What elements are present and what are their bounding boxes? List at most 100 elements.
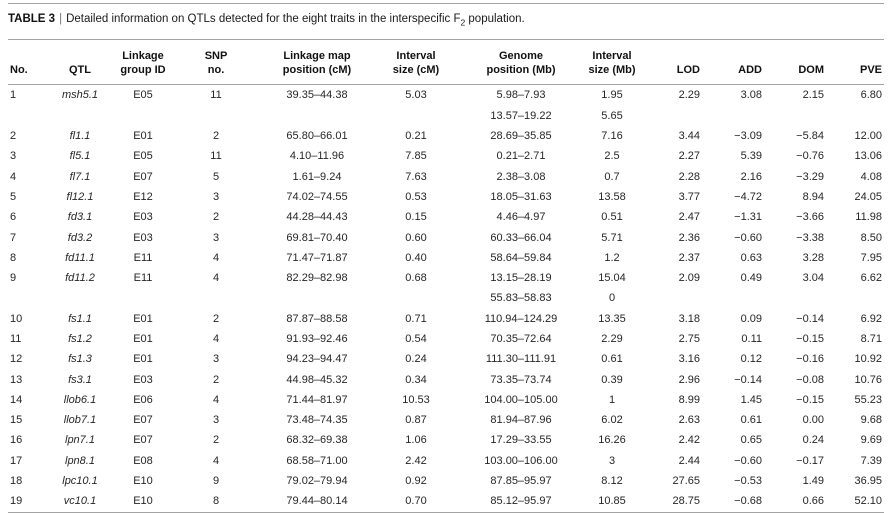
table-row: 17 lpn8.1 E08 4 68.58–71.00 2.42 103.00–… bbox=[8, 451, 884, 471]
cell-snp-no: 3 bbox=[212, 353, 220, 366]
cell-linkage-group: E07 bbox=[133, 434, 153, 447]
cell-linkage-group: E03 bbox=[133, 211, 153, 224]
cell-no: 8 bbox=[10, 251, 17, 264]
cell-genome-position: 17.29–33.55 bbox=[490, 434, 552, 447]
cell-map-position: 71.47–71.87 bbox=[286, 251, 348, 264]
cell-qtl-name: fd3.1 bbox=[67, 211, 93, 224]
cell-linkage-group bbox=[116, 106, 170, 126]
cell-dom: −0.76 bbox=[796, 150, 824, 163]
cell-pve bbox=[826, 106, 884, 126]
cell-add: 0.65 bbox=[740, 434, 762, 447]
cell-linkage-group: E01 bbox=[133, 130, 153, 143]
cell-no: 3 bbox=[10, 150, 17, 163]
cell-no: 16 bbox=[10, 434, 23, 447]
cell-qtl-name: fl5.1 bbox=[69, 150, 91, 163]
cell-snp-no: 3 bbox=[212, 190, 220, 203]
cell-pve: 24.05 bbox=[854, 190, 882, 203]
caption-separator: | bbox=[59, 13, 63, 25]
cell-linkage-group bbox=[116, 288, 170, 308]
cell-map-position: 68.32–69.38 bbox=[286, 434, 348, 447]
cell-interval-mb: 16.26 bbox=[598, 434, 626, 447]
cell-snp-no: 8 bbox=[212, 495, 220, 508]
column-header-qtl: QTL bbox=[44, 39, 116, 86]
cell-interval-cm bbox=[372, 106, 460, 126]
cell-lod: 2.36 bbox=[678, 231, 700, 244]
cell-snp-no: 2 bbox=[212, 211, 220, 224]
cell-interval-mb: 7.16 bbox=[601, 130, 623, 143]
column-header-interval-mb: Interval size (Mb) bbox=[582, 39, 642, 86]
cell-interval-cm: 0.21 bbox=[405, 130, 427, 143]
cell-interval-cm: 0.92 bbox=[405, 475, 427, 488]
cell-interval-cm: 0.24 bbox=[405, 353, 427, 366]
cell-no: 5 bbox=[10, 190, 17, 203]
cell-no: 15 bbox=[10, 414, 23, 427]
cell-dom: 0.66 bbox=[802, 495, 824, 508]
cell-qtl-name: fd11.1 bbox=[65, 251, 95, 264]
cell-snp-no: 4 bbox=[212, 393, 220, 406]
cell-interval-cm: 7.85 bbox=[405, 150, 427, 163]
cell-pve: 12.00 bbox=[854, 130, 882, 143]
cell-add: 0.61 bbox=[740, 414, 762, 427]
table-row: 10 fs1.1 E01 2 87.87–88.58 0.71 110.94–1… bbox=[8, 309, 884, 329]
cell-interval-mb: 13.35 bbox=[598, 312, 626, 325]
cell-map-position: 94.23–94.47 bbox=[286, 353, 348, 366]
cell-qtl-name: llob7.1 bbox=[63, 414, 97, 427]
cell-interval-cm: 0.53 bbox=[405, 190, 427, 203]
cell-pve bbox=[826, 288, 884, 308]
cell-interval-mb: 13.58 bbox=[598, 190, 626, 203]
table-row: 13.57–19.22 5.65 bbox=[8, 106, 884, 126]
cell-qtl-name: lpn8.1 bbox=[65, 454, 95, 467]
cell-snp-no bbox=[170, 288, 262, 308]
cell-map-position: 44.28–44.43 bbox=[286, 211, 348, 224]
cell-linkage-group: E07 bbox=[133, 414, 153, 427]
table-row: 16 lpn7.1 E07 2 68.32–69.38 1.06 17.29–3… bbox=[8, 430, 884, 450]
table-row: 1 msh5.1 E05 11 39.35–44.38 5.03 5.98–7.… bbox=[8, 85, 884, 106]
cell-map-position: 73.48–74.35 bbox=[286, 414, 348, 427]
cell-qtl-name: fd11.2 bbox=[65, 272, 95, 285]
cell-linkage-group: E01 bbox=[133, 353, 153, 366]
cell-add bbox=[702, 106, 764, 126]
cell-lod: 2.42 bbox=[678, 434, 700, 447]
cell-pve: 9.69 bbox=[860, 434, 882, 447]
cell-add: 0.09 bbox=[740, 312, 762, 325]
cell-genome-position: 58.64–59.84 bbox=[490, 251, 552, 264]
cell-dom: 3.28 bbox=[802, 251, 824, 264]
cell-interval-mb: 15.04 bbox=[598, 272, 626, 285]
cell-map-position: 69.81–70.40 bbox=[286, 231, 348, 244]
column-header-add: ADD bbox=[702, 39, 764, 86]
cell-qtl-name: msh5.1 bbox=[61, 89, 99, 102]
cell-map-position: 91.93–92.46 bbox=[286, 333, 348, 345]
cell-qtl-name: fs3.1 bbox=[68, 373, 92, 386]
cell-pve: 52.10 bbox=[854, 495, 882, 508]
table-row: 13 fs3.1 E03 2 44.98–45.32 0.34 73.35–73… bbox=[8, 369, 884, 389]
cell-qtl-name: fl7.1 bbox=[69, 170, 91, 183]
cell-no: 10 bbox=[10, 312, 23, 325]
table-row: 55.83–58.83 0 bbox=[8, 288, 884, 308]
cell-genome-position: 13.57–19.22 bbox=[490, 109, 552, 122]
column-header-dom: DOM bbox=[764, 39, 826, 86]
cell-interval-mb: 0.61 bbox=[601, 353, 623, 366]
cell-add: −0.53 bbox=[734, 475, 762, 488]
cell-dom: −3.66 bbox=[796, 211, 824, 224]
caption-text: Detailed information on QTLs detected fo… bbox=[66, 13, 461, 25]
cell-snp-no: 4 bbox=[212, 251, 220, 264]
table-row: 12 fs1.3 E01 3 94.23–94.47 0.24 111.30–1… bbox=[8, 349, 884, 369]
cell-no: 9 bbox=[10, 272, 17, 285]
cell-linkage-group: E03 bbox=[133, 231, 153, 244]
cell-dom: 0.00 bbox=[802, 414, 824, 427]
cell-map-position: 74.02–74.55 bbox=[286, 190, 348, 203]
cell-dom: −3.29 bbox=[796, 170, 824, 183]
paper-table-figure: TABLE 3 | Detailed information on QTLs det… bbox=[0, 3, 892, 513]
cell-no: 2 bbox=[10, 130, 17, 143]
cell-map-position: 79.44–80.14 bbox=[286, 495, 348, 508]
cell-no: 1 bbox=[10, 89, 17, 102]
cell-linkage-group: E10 bbox=[133, 475, 153, 488]
cell-no: 12 bbox=[10, 353, 23, 366]
cell-snp-no: 2 bbox=[212, 373, 220, 386]
cell-no: 4 bbox=[10, 170, 17, 183]
table-header: No. QTL Linkage group ID SNP no. Linkage… bbox=[8, 39, 884, 86]
cell-genome-position: 85.12–95.97 bbox=[490, 495, 552, 508]
cell-interval-cm: 0.34 bbox=[405, 373, 427, 386]
cell-no: 19 bbox=[10, 495, 23, 508]
table-row: 14 llob6.1 E06 4 71.44–81.97 10.53 104.0… bbox=[8, 390, 884, 410]
